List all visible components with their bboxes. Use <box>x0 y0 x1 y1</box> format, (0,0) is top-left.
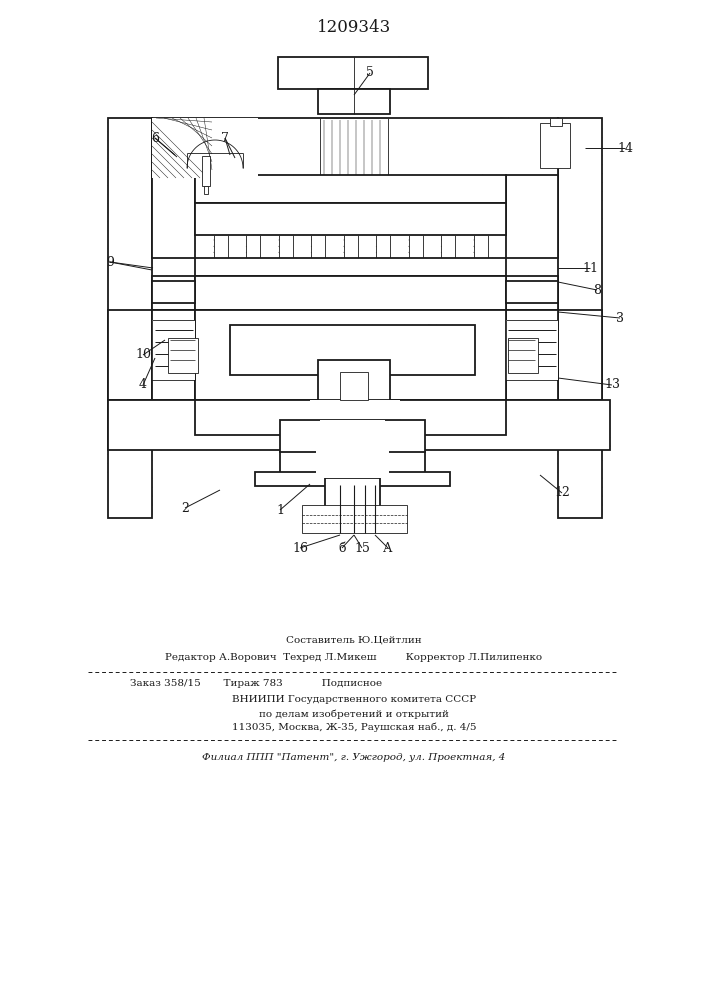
Bar <box>280 420 425 452</box>
Bar <box>506 175 558 258</box>
Text: 6: 6 <box>151 131 159 144</box>
Text: 16: 16 <box>292 542 308 554</box>
Bar <box>558 118 602 518</box>
Text: 4: 4 <box>139 378 147 391</box>
Bar <box>168 338 198 373</box>
Bar <box>302 505 407 533</box>
Text: 113035, Москва, Ж-35, Раушская наб., д. 4/5: 113035, Москва, Ж-35, Раушская наб., д. … <box>232 722 477 732</box>
Text: 12: 12 <box>554 487 570 499</box>
Bar <box>214 235 228 258</box>
Text: 1209343: 1209343 <box>317 19 391 36</box>
Text: 10: 10 <box>135 349 151 361</box>
Text: 15: 15 <box>354 542 370 554</box>
Bar <box>108 400 610 450</box>
Bar <box>320 420 385 452</box>
Bar <box>506 320 558 380</box>
Bar <box>108 118 152 518</box>
Text: 14: 14 <box>617 141 633 154</box>
Bar <box>246 235 260 258</box>
Text: Заказ 358/15       Тираж 783            Подписное: Заказ 358/15 Тираж 783 Подписное <box>130 680 382 688</box>
Bar <box>195 400 506 435</box>
Text: 7: 7 <box>221 131 229 144</box>
Bar <box>506 276 558 310</box>
Bar <box>152 320 195 380</box>
Text: Редактор А.Ворович  Техред Л.Микеш         Корректор Л.Пилипенко: Редактор А.Ворович Техред Л.Микеш Коррек… <box>165 654 542 662</box>
Bar <box>278 57 428 89</box>
Bar <box>280 450 425 478</box>
Bar <box>152 118 558 178</box>
Bar <box>340 372 368 400</box>
Bar <box>152 276 195 310</box>
Bar <box>255 472 450 486</box>
Text: 8: 8 <box>593 284 601 296</box>
Bar <box>474 235 488 258</box>
Bar <box>230 325 475 375</box>
Bar <box>320 118 388 178</box>
Bar <box>152 118 258 178</box>
Bar <box>204 186 208 194</box>
Bar <box>376 235 390 258</box>
Text: 13: 13 <box>604 378 620 391</box>
Text: по делам изобретений и открытий: по делам изобретений и открытий <box>259 709 449 719</box>
Bar <box>152 320 195 380</box>
Bar <box>311 235 325 258</box>
Bar <box>316 450 389 478</box>
Bar <box>258 126 458 170</box>
Bar <box>318 360 390 400</box>
Bar <box>310 400 400 450</box>
Text: 5: 5 <box>366 66 374 80</box>
Bar <box>506 281 558 303</box>
Bar <box>152 175 195 258</box>
Bar <box>310 400 400 435</box>
Bar <box>195 203 506 235</box>
Bar <box>441 235 455 258</box>
Bar <box>506 310 558 400</box>
Bar <box>550 118 562 126</box>
Text: 3: 3 <box>616 312 624 324</box>
Bar <box>558 310 602 400</box>
Text: 1: 1 <box>276 504 284 516</box>
Bar <box>325 478 380 518</box>
Bar <box>279 235 293 258</box>
Text: ВНИИПИ Государственного комитета СССР: ВНИИПИ Государственного комитета СССР <box>232 696 476 704</box>
Text: А: А <box>383 542 393 554</box>
Bar <box>344 235 358 258</box>
Text: б: б <box>338 542 346 554</box>
Bar <box>195 175 506 203</box>
Bar <box>195 310 506 400</box>
Text: 2: 2 <box>181 502 189 514</box>
Text: Составитель Ю.Цейтлин: Составитель Ю.Цейтлин <box>286 636 422 645</box>
Bar <box>202 156 210 186</box>
Bar <box>152 310 195 400</box>
Bar <box>318 89 390 114</box>
Bar <box>195 258 506 276</box>
Text: 9: 9 <box>106 255 114 268</box>
Bar <box>506 320 558 380</box>
Bar <box>195 276 506 310</box>
Bar <box>108 310 152 400</box>
Bar <box>540 123 570 168</box>
Bar <box>409 235 423 258</box>
Bar <box>508 338 538 373</box>
Bar <box>152 281 195 303</box>
Text: Филиал ППП "Патент", г. Ужгород, ул. Проектная, 4: Филиал ППП "Патент", г. Ужгород, ул. Про… <box>202 754 506 762</box>
Text: 11: 11 <box>582 261 598 274</box>
